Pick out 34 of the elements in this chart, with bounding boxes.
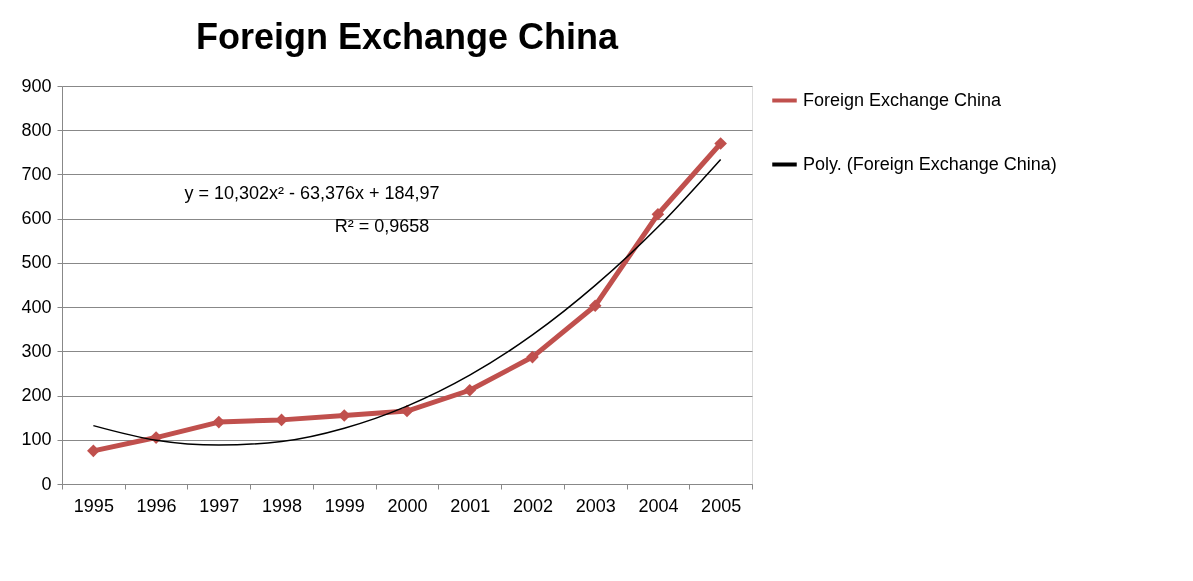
point <box>588 299 602 313</box>
point <box>87 444 100 458</box>
legend-label: Foreign Exchange China <box>803 89 1003 110</box>
x-tick-label: 2002 <box>512 495 553 516</box>
annotation: y = 10,302x² - 63,376x + 184,97 <box>184 183 440 203</box>
x-tick-label: 1996 <box>136 495 177 516</box>
point <box>275 413 288 427</box>
x-tick-label: 2004 <box>638 495 679 516</box>
x-tick-label: 1999 <box>324 495 365 516</box>
x-tick-label: 2005 <box>701 495 742 516</box>
point <box>526 350 539 364</box>
x-tick-label: 1998 <box>262 495 303 516</box>
legend-label: Poly. (Foreign Exchange China) <box>803 153 1057 174</box>
annotation: R² = 0,9658 <box>334 216 430 236</box>
y-tick-label: 100 <box>21 429 52 450</box>
y-tick-label: 800 <box>21 119 52 140</box>
chart-title: Foreign Exchange China <box>195 16 620 57</box>
y-tick-label: 500 <box>21 252 52 273</box>
y-tick-label: 200 <box>21 385 52 406</box>
x-tick-label: 2003 <box>575 495 616 516</box>
x-tick-label: 1995 <box>73 495 114 516</box>
point <box>651 207 665 221</box>
point <box>714 137 727 150</box>
y-tick-label: 600 <box>21 208 52 229</box>
point <box>463 383 477 397</box>
point <box>337 409 351 422</box>
x-tick-label: 2000 <box>387 495 428 516</box>
x-tick-label: 1997 <box>199 495 240 516</box>
y-tick-label: 0 <box>41 473 52 494</box>
y-tick-label: 400 <box>21 296 52 317</box>
y-tick-label: 300 <box>21 340 52 361</box>
y-tick-label: 700 <box>21 163 52 184</box>
y-tick-label: 900 <box>21 75 52 96</box>
x-tick-label: 2001 <box>450 495 491 516</box>
